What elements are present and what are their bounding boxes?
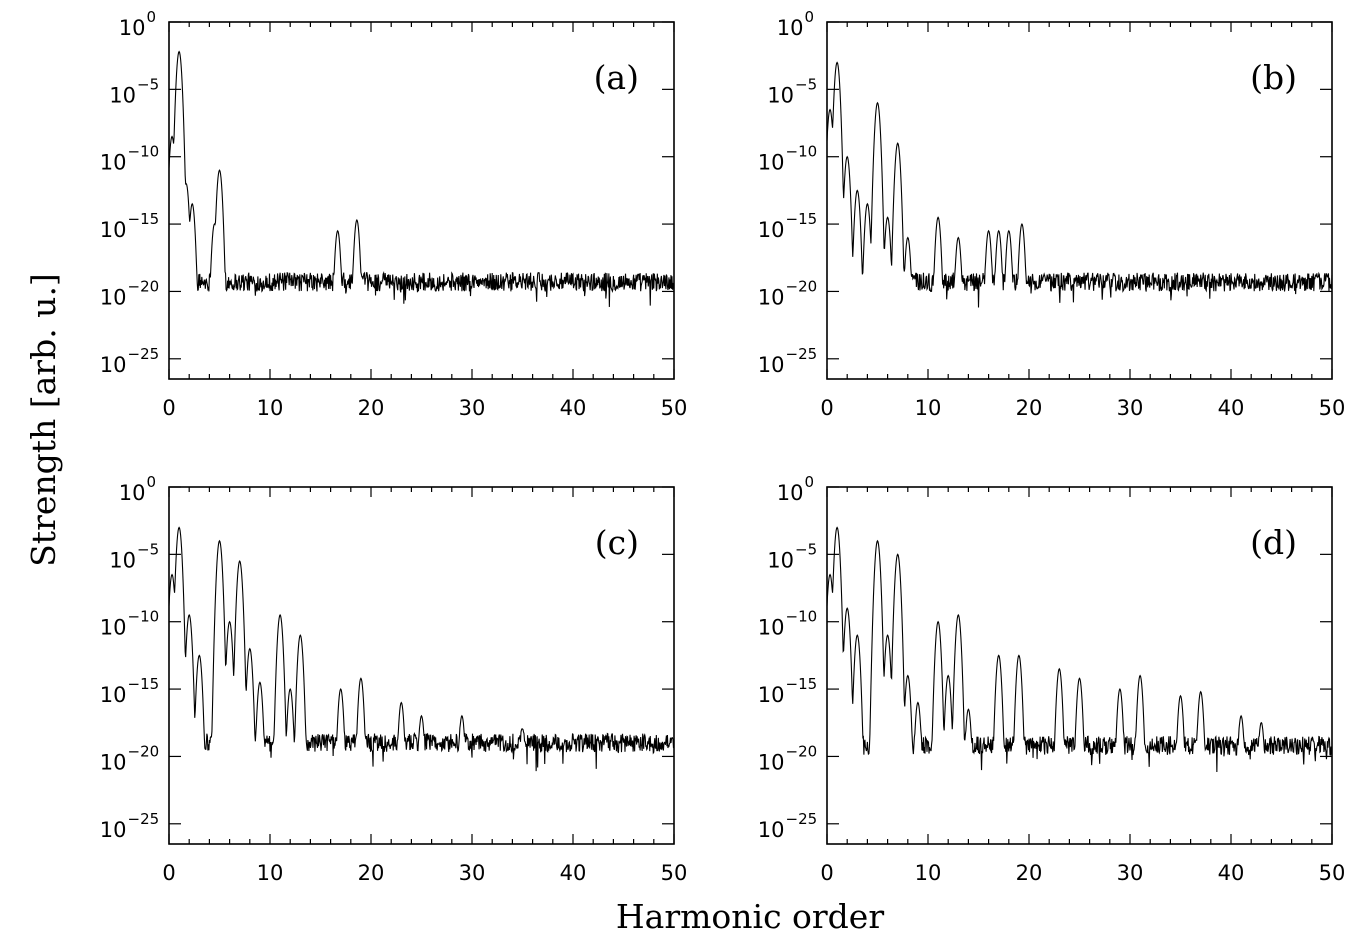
plot-frame xyxy=(168,21,675,380)
y-tick-label-exponent: −20 xyxy=(128,277,160,295)
y-tick-label-base: 10 xyxy=(100,353,127,377)
x-tick-label: 30 xyxy=(1117,861,1144,885)
y-tick-label-base: 10 xyxy=(758,353,785,377)
y-tick-label-base: 10 xyxy=(100,616,127,640)
y-tick-label-exponent: −10 xyxy=(786,143,818,161)
y-tick-label-exponent: 0 xyxy=(147,473,157,491)
y-tick-label-exponent: 0 xyxy=(805,473,815,491)
y-tick-label-base: 10 xyxy=(119,16,146,40)
y-tick-label-exponent: −10 xyxy=(128,143,160,161)
x-tick-label: 40 xyxy=(1218,396,1245,420)
y-tick-label-exponent: −10 xyxy=(128,608,160,626)
plot-frame xyxy=(826,486,1333,845)
x-tick-label: 20 xyxy=(1016,861,1043,885)
y-tick-label-exponent: −15 xyxy=(128,210,160,228)
x-tick-label: 50 xyxy=(661,861,688,885)
panel-label: (a) xyxy=(594,58,639,97)
x-tick-label: 0 xyxy=(820,396,833,420)
y-tick-label-base: 10 xyxy=(758,285,785,309)
y-tick-label-base: 10 xyxy=(767,548,794,572)
plot-frame xyxy=(826,21,1333,380)
y-tick-label-base: 10 xyxy=(109,83,136,107)
y-tick-label-base: 10 xyxy=(777,16,804,40)
y-tick-label-exponent: −25 xyxy=(786,345,818,363)
y-tick-label-base: 10 xyxy=(109,548,136,572)
y-tick-label-exponent: −15 xyxy=(786,210,818,228)
y-tick-label-exponent: 0 xyxy=(147,8,157,26)
x-tick-label: 40 xyxy=(1218,861,1245,885)
y-tick-label-base: 10 xyxy=(100,151,127,175)
y-tick-label-exponent: −20 xyxy=(786,277,818,295)
y-tick-label-base: 10 xyxy=(758,616,785,640)
x-tick-label: 40 xyxy=(560,396,587,420)
x-tick-label: 30 xyxy=(459,396,486,420)
panel-label: (b) xyxy=(1250,58,1297,97)
x-tick-label: 50 xyxy=(1319,861,1346,885)
y-tick-label-base: 10 xyxy=(758,151,785,175)
x-tick-label: 0 xyxy=(162,861,175,885)
y-tick-label-exponent: −25 xyxy=(128,810,160,828)
y-tick-label-base: 10 xyxy=(767,83,794,107)
x-tick-label: 20 xyxy=(358,396,385,420)
x-tick-label: 50 xyxy=(661,396,688,420)
x-axis-title: Harmonic order xyxy=(616,897,884,936)
y-tick-label-exponent: −15 xyxy=(128,675,160,693)
y-tick-label-base: 10 xyxy=(758,218,785,242)
plot-frame xyxy=(168,486,675,845)
x-tick-label: 0 xyxy=(162,396,175,420)
y-tick-label-base: 10 xyxy=(758,683,785,707)
y-tick-label-exponent: −5 xyxy=(137,75,159,93)
y-tick-label-base: 10 xyxy=(100,750,127,774)
panel-label: (d) xyxy=(1250,523,1297,562)
x-tick-label: 20 xyxy=(1016,396,1043,420)
y-tick-label-exponent: −20 xyxy=(786,742,818,760)
y-tick-label-base: 10 xyxy=(758,750,785,774)
y-axis-title: Strength [arb. u.] xyxy=(24,273,63,567)
x-tick-label: 10 xyxy=(257,861,284,885)
x-tick-label: 10 xyxy=(915,396,942,420)
y-tick-label-base: 10 xyxy=(758,818,785,842)
spectrum-line xyxy=(168,50,675,307)
x-tick-label: 10 xyxy=(257,396,284,420)
spectrum-line xyxy=(826,61,1333,308)
y-tick-label-exponent: −25 xyxy=(128,345,160,363)
y-tick-label-exponent: −5 xyxy=(137,540,159,558)
y-tick-label-exponent: −5 xyxy=(795,540,817,558)
y-tick-label-exponent: −15 xyxy=(786,675,818,693)
y-tick-label-base: 10 xyxy=(100,218,127,242)
y-tick-label-base: 10 xyxy=(119,481,146,505)
y-tick-label-exponent: −10 xyxy=(786,608,818,626)
y-tick-label-exponent: −20 xyxy=(128,742,160,760)
x-tick-label: 30 xyxy=(1117,396,1144,420)
x-tick-label: 20 xyxy=(358,861,385,885)
x-tick-label: 30 xyxy=(459,861,486,885)
y-tick-label-base: 10 xyxy=(100,683,127,707)
y-tick-label-base: 10 xyxy=(100,285,127,309)
x-tick-label: 40 xyxy=(560,861,587,885)
y-tick-label-base: 10 xyxy=(100,818,127,842)
spectrum-line xyxy=(168,526,675,772)
x-tick-label: 0 xyxy=(820,861,833,885)
x-tick-label: 10 xyxy=(915,861,942,885)
y-tick-label-base: 10 xyxy=(777,481,804,505)
panel-label: (c) xyxy=(595,523,639,562)
y-tick-label-exponent: −5 xyxy=(795,75,817,93)
x-tick-label: 50 xyxy=(1319,396,1346,420)
spectrum-line xyxy=(826,526,1333,773)
y-tick-label-exponent: 0 xyxy=(805,8,815,26)
y-tick-label-exponent: −25 xyxy=(786,810,818,828)
